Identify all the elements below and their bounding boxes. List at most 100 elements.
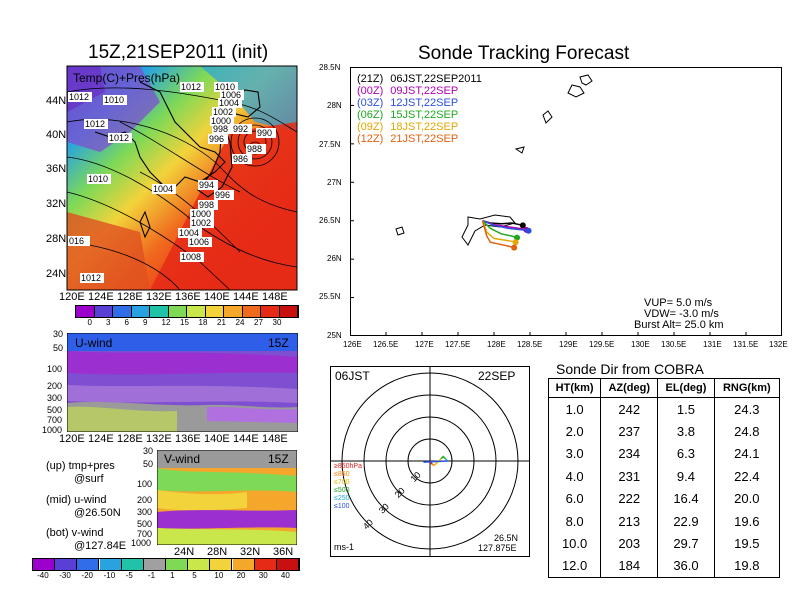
- svg-text:1000: 1000: [191, 209, 211, 219]
- svg-text:1012: 1012: [109, 133, 129, 143]
- p-tick: 30: [143, 446, 154, 456]
- p-tick: 200: [47, 381, 63, 391]
- u-wind-time: 15Z: [268, 336, 289, 350]
- colorbar-label: -20: [81, 571, 93, 580]
- p-tick: 700: [137, 529, 153, 539]
- table-cell: 16.4: [657, 487, 715, 510]
- svg-text:990: 990: [257, 128, 272, 138]
- lat-tick: 28N: [327, 101, 342, 110]
- svg-text:1012: 1012: [81, 273, 101, 283]
- table-cell: 234: [600, 442, 659, 466]
- svg-text:1004: 1004: [219, 98, 239, 108]
- svg-text:992: 992: [233, 124, 248, 134]
- svg-text:988: 988: [247, 144, 262, 154]
- colorbar-swatch: [150, 306, 169, 317]
- lat-tick: 27.5N: [319, 140, 341, 149]
- colorbar-swatch: [232, 559, 255, 570]
- lon-tick: 127.5E: [445, 340, 471, 349]
- level-legend-entry: ≤250: [334, 495, 350, 502]
- legend-code: (03Z): [357, 97, 384, 109]
- table-cell: 19.8: [713, 554, 781, 579]
- legend-text: 15JST,22SEP: [390, 109, 459, 121]
- table-row: 1.0 242 1.5 24.3: [547, 397, 781, 421]
- colorbar-label: -30: [59, 571, 71, 580]
- v-wind-time: 15Z: [268, 452, 289, 466]
- colorbar-swatch: [94, 306, 113, 317]
- legend-code: (09Z): [357, 121, 384, 133]
- colorbar-label: 0: [87, 318, 92, 327]
- table-cell: 24.8: [713, 420, 781, 443]
- table-row: 3.0 234 6.3 24.1: [547, 442, 781, 466]
- colorbar-label: 6: [124, 318, 129, 327]
- legend-code: (06Z): [357, 109, 384, 121]
- lat-tick: 25N: [327, 331, 342, 340]
- colorbar-swatch: [168, 306, 187, 317]
- track-endpoint: [511, 244, 518, 251]
- svg-text:996: 996: [209, 134, 224, 144]
- lon-tick: 124E: [88, 291, 114, 303]
- colorbar-swatch: [254, 559, 277, 570]
- track-series-line: [482, 220, 529, 232]
- colorbar-label: 20: [236, 571, 246, 580]
- lon-tick: 120E: [59, 433, 85, 445]
- sonde-table-title: Sonde Dir from COBRA: [556, 361, 704, 377]
- table-cell: 1.0: [547, 397, 602, 421]
- ring-label: 30: [377, 501, 391, 515]
- track-endpoint: [512, 239, 519, 246]
- table-cell: 222: [600, 487, 659, 510]
- table-row: 4.0 231 9.4 22.4: [547, 465, 781, 488]
- svg-text:1010: 1010: [104, 95, 124, 105]
- colorbar-swatch: [261, 306, 280, 317]
- lon-tick: 148E: [262, 433, 288, 445]
- svg-text:1002: 1002: [213, 107, 233, 117]
- ring-label: 20: [393, 486, 407, 500]
- lon-tick: 132E: [146, 433, 172, 445]
- table-row: 6.0 222 16.4 20.0: [547, 487, 781, 510]
- lon-tick: 120E: [59, 291, 85, 303]
- table-cell: 237: [600, 420, 659, 443]
- track-map: [395, 74, 593, 246]
- table-cell: 20.0: [713, 487, 781, 510]
- hodograph-lat: 26.5N: [494, 533, 519, 543]
- svg-text:1002: 1002: [191, 218, 211, 228]
- lon-tick: 126.5E: [373, 340, 399, 349]
- v-wind-section: [157, 450, 297, 545]
- track-title: Sonde Tracking Forecast: [418, 43, 630, 64]
- column-header: RNG(km): [713, 378, 781, 398]
- colorbar-label: -1: [147, 571, 156, 580]
- level-legend-entry: ≥850hPa: [334, 463, 362, 470]
- lon-tick: 129.5E: [589, 340, 615, 349]
- colorbar-label: 12: [161, 318, 171, 327]
- track-endpoint: [525, 227, 532, 234]
- p-tick: 300: [47, 393, 63, 403]
- p-tick: 100: [137, 479, 153, 489]
- table-cell: 2.0: [547, 420, 602, 443]
- map-title: 15Z,21SEP2011 (init): [88, 42, 269, 63]
- svg-text:994: 994: [199, 180, 214, 190]
- table-cell: 3.8: [657, 420, 715, 443]
- colorbar-swatch: [166, 559, 189, 570]
- svg-text:1000: 1000: [211, 116, 231, 126]
- table-cell: 22.4: [713, 465, 781, 488]
- lon-tick: 144E: [233, 433, 259, 445]
- colorbar-label: 5: [192, 571, 197, 580]
- table-cell: 12.0: [547, 554, 602, 579]
- hodograph-units: ms-1: [334, 542, 354, 552]
- svg-text:1004: 1004: [153, 184, 173, 194]
- table-cell: 36.0: [657, 554, 715, 579]
- map-subtitle: Temp(C)+Pres(hPa): [73, 71, 181, 85]
- lat-tick: 26N: [327, 254, 342, 263]
- table-cell: 24.1: [713, 442, 781, 466]
- colorbar-label: 40: [280, 571, 290, 580]
- colorbar-swatch: [242, 306, 261, 317]
- wind-colorbar: [32, 558, 300, 571]
- p-tick: 50: [143, 459, 154, 469]
- lat-tick: 25.5N: [319, 292, 341, 301]
- colorbar-label: 27: [254, 318, 263, 327]
- table-cell: 8.0: [547, 509, 602, 533]
- table-cell: 1.5: [657, 397, 715, 421]
- svg-text:1012: 1012: [85, 119, 105, 129]
- colorbar-label: 9: [143, 318, 148, 327]
- colorbar-label: 24: [235, 318, 245, 327]
- svg-text:1004: 1004: [179, 228, 199, 238]
